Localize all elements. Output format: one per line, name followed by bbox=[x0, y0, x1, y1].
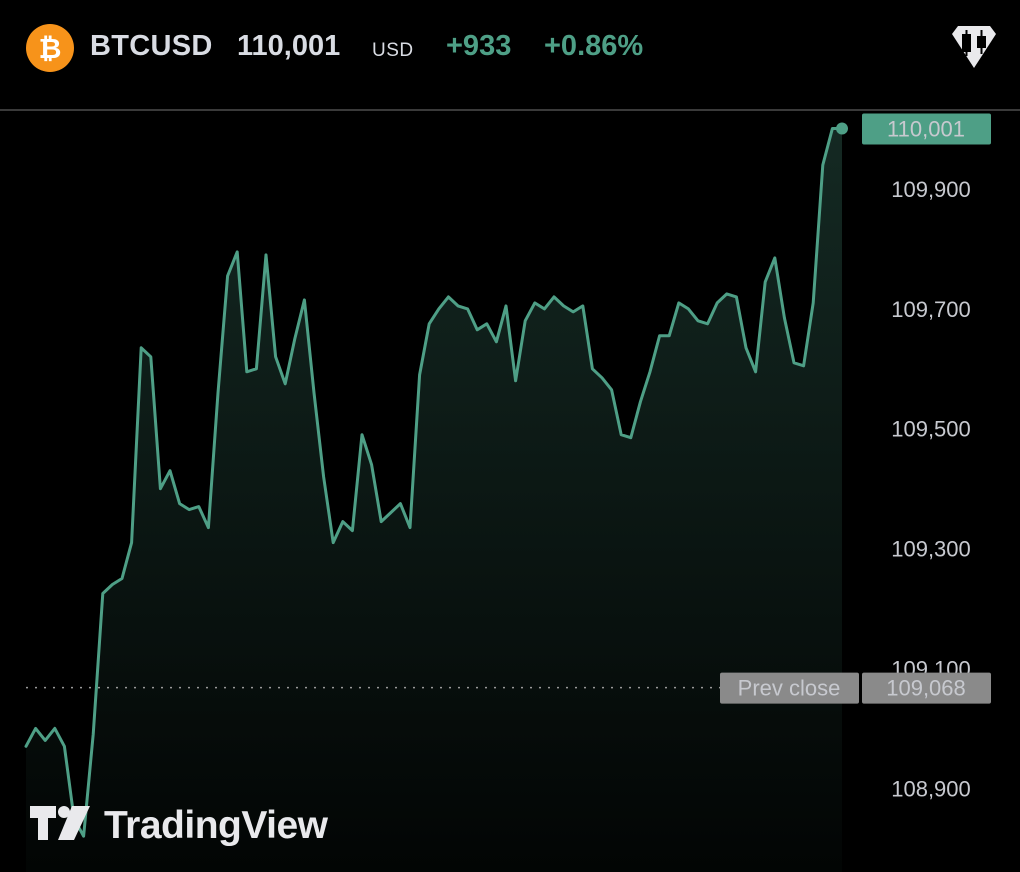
bitcoin-icon: ₿ bbox=[26, 24, 74, 72]
currency-label: USD bbox=[372, 40, 414, 61]
prev-close-title: Prev close bbox=[738, 676, 841, 701]
last-price-value: 110,001 bbox=[887, 116, 965, 141]
last-price-dot bbox=[836, 122, 848, 135]
chart-header: ₿ BTCUSD 110,001 USD +933 +0.86% bbox=[0, 0, 1020, 110]
current-price: 110,001 bbox=[237, 30, 341, 62]
y-tick-label: 109,900 bbox=[891, 177, 971, 202]
candlestick-diamond-icon[interactable] bbox=[948, 22, 1000, 74]
header-divider bbox=[0, 109, 1020, 111]
price-change-percent: +0.86% bbox=[544, 30, 644, 62]
price-change: +933 bbox=[446, 30, 512, 62]
y-tick-label: 109,500 bbox=[891, 417, 971, 442]
price-chart[interactable]: 109,900109,700109,500109,300109,100108,9… bbox=[0, 111, 1020, 872]
last-price-label: 110,001 bbox=[862, 113, 991, 145]
y-tick-label: 109,300 bbox=[891, 537, 971, 562]
tradingview-watermark: TradingView bbox=[104, 804, 328, 847]
y-tick-label: 108,900 bbox=[891, 776, 971, 801]
price-area-fill bbox=[26, 128, 842, 872]
y-tick-label: 109,700 bbox=[891, 297, 971, 322]
prev-close-label: Prev close 109,068 bbox=[720, 672, 991, 704]
price-line bbox=[24, 127, 844, 838]
symbol-label[interactable]: BTCUSD bbox=[90, 30, 213, 62]
svg-text:₿: ₿ bbox=[39, 32, 62, 65]
tradingview-logo-icon bbox=[30, 806, 90, 840]
prev-close-value: 109,068 bbox=[886, 676, 966, 701]
